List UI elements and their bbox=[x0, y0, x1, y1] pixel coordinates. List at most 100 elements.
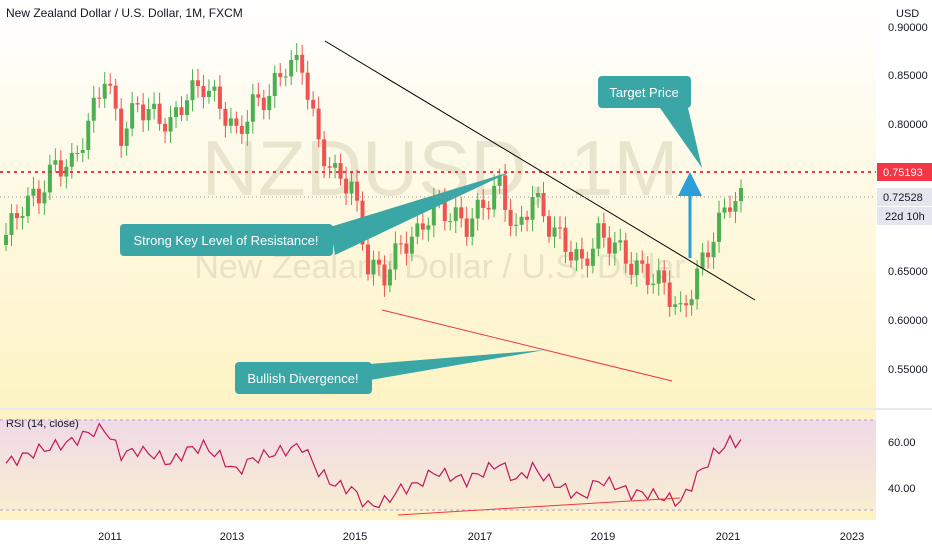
candle-body bbox=[640, 260, 645, 264]
candle-body bbox=[322, 139, 327, 167]
candle-body bbox=[278, 73, 283, 78]
candle-body bbox=[185, 100, 189, 116]
price-axis-background bbox=[876, 0, 932, 520]
target-callout-text: Target Price bbox=[609, 85, 678, 100]
candle-body bbox=[492, 185, 497, 210]
candle-body bbox=[228, 118, 233, 126]
candle-body bbox=[256, 94, 261, 98]
candle-body bbox=[344, 178, 349, 194]
candle-body bbox=[250, 94, 255, 122]
price-tick-065: 0.65000 bbox=[888, 266, 928, 278]
candle-body bbox=[557, 227, 562, 229]
candle-body bbox=[700, 252, 705, 269]
candle-body bbox=[618, 240, 623, 243]
candle-body bbox=[376, 259, 381, 265]
candle-body bbox=[689, 299, 694, 306]
candle-body bbox=[333, 163, 338, 168]
price-tick-090: 0.90000 bbox=[888, 22, 928, 34]
last-price-tag: 0.72528 bbox=[877, 188, 932, 206]
rsi-title[interactable]: RSI (14, close) bbox=[6, 418, 79, 430]
candle-body bbox=[25, 195, 30, 217]
candle-body bbox=[217, 86, 222, 109]
time-label-2023: 2023 bbox=[840, 531, 864, 543]
candle-body bbox=[536, 193, 541, 197]
candle-body bbox=[678, 303, 683, 305]
candle-body bbox=[349, 181, 354, 194]
candle-body bbox=[283, 76, 288, 78]
candle-body bbox=[541, 193, 546, 217]
candle-body bbox=[108, 83, 113, 86]
time-axis-background bbox=[0, 520, 932, 550]
candle-body bbox=[366, 244, 370, 275]
candle-body bbox=[590, 248, 595, 266]
resistance-callout-text: Strong Key Level of Resistance! bbox=[134, 233, 319, 248]
candle-body bbox=[58, 160, 63, 177]
candle-body bbox=[585, 258, 590, 266]
candle-body bbox=[601, 223, 606, 238]
candle-body bbox=[607, 237, 612, 254]
price-tick-085: 0.85000 bbox=[888, 70, 928, 82]
resistance-callout: Strong Key Level of Resistance! bbox=[120, 172, 510, 256]
candle-body bbox=[728, 207, 732, 212]
candle-body bbox=[212, 86, 217, 91]
candle-body bbox=[398, 243, 403, 245]
rsi-tick-40: 40.00 bbox=[888, 483, 916, 495]
candle-body bbox=[31, 188, 36, 196]
candle-body bbox=[113, 85, 118, 109]
time-label-2015: 2015 bbox=[343, 531, 367, 543]
target-callout: Target Price bbox=[598, 76, 702, 168]
candle-body bbox=[568, 251, 573, 261]
candle-body bbox=[733, 201, 738, 212]
price-tick-060: 0.60000 bbox=[888, 315, 928, 327]
candle-body bbox=[623, 240, 628, 264]
candle-body bbox=[503, 175, 508, 210]
price-divergence-line bbox=[381, 309, 673, 382]
rsi-divergence-line bbox=[397, 497, 681, 516]
candle-body bbox=[239, 125, 244, 134]
candle-body bbox=[47, 164, 52, 193]
candle-body bbox=[20, 216, 25, 219]
candle-body bbox=[294, 54, 299, 60]
candle-body bbox=[102, 83, 107, 99]
candle-body bbox=[42, 192, 47, 204]
countdown-label: 22d 10h bbox=[885, 211, 925, 223]
candle-body bbox=[634, 260, 639, 275]
candle-body bbox=[179, 107, 184, 116]
candle-body bbox=[201, 86, 206, 97]
candle-body bbox=[163, 123, 168, 132]
price-tick-055: 0.55000 bbox=[888, 364, 928, 376]
candle-body bbox=[706, 252, 711, 258]
candle-body bbox=[119, 108, 124, 146]
candle-body bbox=[146, 109, 151, 121]
rsi-band bbox=[0, 420, 876, 510]
candle-body bbox=[234, 118, 239, 126]
descending-trendline bbox=[324, 40, 756, 301]
candle-body bbox=[667, 282, 672, 307]
candle-body bbox=[289, 59, 294, 77]
candle-body bbox=[152, 103, 157, 110]
currency-label: USD bbox=[896, 8, 919, 20]
symbol-title[interactable]: New Zealand Dollar / U.S. Dollar, 1M, FX… bbox=[6, 6, 243, 20]
candle-body bbox=[174, 107, 179, 117]
candle-body bbox=[645, 263, 650, 285]
candle-body bbox=[453, 207, 458, 222]
candle-body bbox=[475, 199, 480, 219]
candle-body bbox=[579, 249, 584, 259]
candle-body bbox=[409, 236, 414, 254]
candle-body bbox=[415, 223, 420, 237]
candle-body bbox=[629, 263, 634, 275]
candle-body bbox=[311, 99, 316, 109]
resistance-price-tag: 0.75193 bbox=[877, 163, 932, 181]
candle-body bbox=[69, 153, 74, 167]
candle-body bbox=[722, 207, 727, 213]
countdown-tag: 22d 10h bbox=[877, 207, 932, 225]
candle-body bbox=[464, 218, 469, 237]
candle-body bbox=[80, 149, 85, 153]
candle-body bbox=[305, 72, 310, 100]
candle-body bbox=[9, 213, 14, 235]
candle-body bbox=[525, 216, 530, 220]
candle-body bbox=[651, 283, 656, 285]
candle-body bbox=[14, 213, 19, 219]
candle-body bbox=[387, 269, 392, 286]
